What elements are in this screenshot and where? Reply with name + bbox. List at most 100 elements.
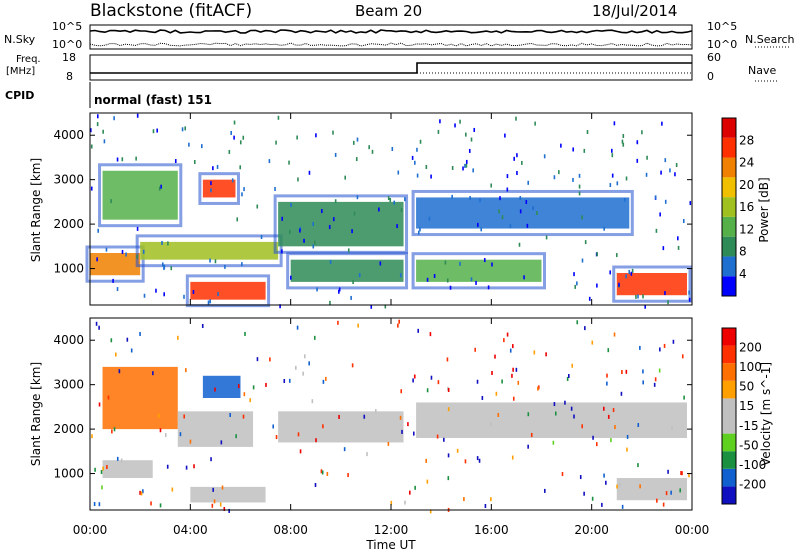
velocity-noise-cell (223, 506, 226, 511)
velocity-colorbar-tick: -15 (739, 419, 759, 433)
power-noise-cell (277, 115, 280, 120)
velocity-noise-cell (576, 320, 579, 325)
power-noise-cell (572, 177, 574, 182)
power-noise-cell (659, 212, 661, 217)
velocity-feature-2 (177, 411, 254, 447)
velocity-noise-cell (447, 407, 450, 412)
velocity-noise-cell (426, 388, 429, 393)
velocity-noise-cell (607, 414, 610, 419)
power-noise-cell (188, 142, 190, 147)
velocity-noise-cell (579, 475, 582, 480)
power-noise-cell (664, 291, 666, 296)
power-noise-cell (499, 196, 501, 201)
power-noise-cell (274, 186, 276, 191)
velocity-noise-cell (347, 473, 349, 478)
velocity-noise-cell (564, 400, 566, 405)
velocity-noise-cell (583, 491, 585, 496)
power-heatmap-marks (85, 113, 692, 309)
velocity-noise-cell (326, 471, 329, 476)
velocity-noise-cell (570, 406, 573, 411)
velocity-noise-cell (401, 429, 403, 434)
power-noise-cell (479, 198, 481, 203)
power-noise-cell (411, 155, 414, 160)
power-noise-cell (121, 249, 124, 254)
power-noise-cell (200, 144, 203, 149)
power-noise-cell (667, 300, 669, 305)
power-noise-cell (473, 127, 476, 132)
velocity-noise-cell (639, 345, 641, 350)
power-noise-cell (233, 120, 236, 125)
x-tick-label: 12:00 (374, 523, 409, 537)
power-noise-cell (281, 216, 283, 221)
velocity-noise-cell (283, 378, 286, 383)
power-noise-cell (487, 285, 490, 290)
velocity-noise-cell (613, 332, 616, 337)
velocity-noise-cell (554, 411, 557, 416)
power-noise-cell (545, 235, 548, 240)
velocity-noise-cell (193, 464, 195, 469)
power-noise-cell (501, 215, 504, 220)
power-noise-cell (574, 284, 577, 289)
power-noise-cell (578, 191, 581, 196)
power-noise-cell (430, 174, 432, 179)
power-noise-cell (116, 157, 119, 162)
velocity-noise-cell (399, 415, 402, 420)
velocity-noise-cell (665, 491, 668, 496)
velocity-noise-cell (491, 370, 493, 375)
noise-search-trace (89, 42, 693, 47)
velocity-noise-cell (94, 467, 96, 472)
velocity-noise-cell (412, 378, 414, 383)
power-noise-cell (90, 128, 92, 133)
velocity-noise-cell (512, 367, 514, 372)
velocity-noise-cell (139, 490, 141, 495)
velocity-noise-cell (642, 380, 644, 385)
velocity-noise-cell (265, 382, 267, 387)
power-noise-cell (260, 235, 263, 240)
velocity-noise-cell (446, 357, 449, 362)
velocity-noise-cell (150, 501, 152, 506)
velocity-noise-cell (606, 373, 608, 378)
power-ytick-label: 1000 (53, 262, 84, 276)
power-noise-cell (352, 140, 355, 145)
power-noise-cell (637, 294, 639, 299)
velocity-noise-cell (610, 438, 612, 443)
power-colorbar-tick: 8 (739, 245, 747, 259)
power-noise-cell (677, 236, 679, 241)
power-noise-cell (459, 261, 461, 266)
power-noise-cell (516, 170, 518, 175)
velocity-noise-cell (390, 500, 393, 505)
velocity-noise-cell (397, 323, 399, 328)
velocity-colorbar-tick: 100 (739, 360, 762, 374)
power-noise-cell (103, 139, 106, 144)
power-noise-cell (243, 187, 245, 192)
power-noise-cell (391, 146, 394, 151)
power-noise-cell (688, 297, 691, 302)
power-noise-cell (506, 187, 509, 192)
velocity-noise-cell (220, 440, 223, 445)
power-noise-cell (596, 252, 598, 257)
velocity-noise-cell (116, 456, 119, 461)
power-feature-1 (140, 241, 279, 260)
velocity-colorbar: 200 100 50 15 -15 -50 -100 -200 (721, 327, 766, 505)
power-colorbar-swatch (722, 137, 736, 158)
velocity-noise-cell (297, 432, 300, 437)
velocity-noise-cell (672, 339, 675, 344)
power-noise-cell (125, 252, 127, 257)
velocity-noise-cell (426, 479, 429, 484)
power-ytick-label: 3000 (53, 173, 84, 187)
power-noise-cell (611, 148, 613, 153)
beam-label: Beam 20 (355, 2, 422, 20)
power-noise-cell (645, 172, 648, 177)
power-noise-cell (628, 269, 631, 274)
power-colorbar-swatch (722, 276, 736, 296)
power-noise-cell (428, 216, 431, 221)
power-noise-cell (572, 147, 574, 152)
velocity-noise-cell (295, 365, 297, 370)
power-noise-cell (527, 180, 530, 185)
velocity-noise-cell (637, 463, 639, 468)
velocity-noise-cell (337, 320, 339, 325)
plot-title: Blackstone (fitACF) (90, 1, 252, 21)
power-colorbar-tick: 12 (739, 222, 754, 236)
power-noise-cell (583, 148, 586, 153)
power-noise-cell (426, 277, 429, 282)
